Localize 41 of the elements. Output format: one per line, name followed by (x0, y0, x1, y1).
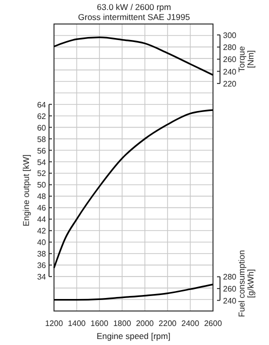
y-axis-title: Engine output [kW] (21, 154, 31, 226)
y2-tick-label: 220 (223, 79, 237, 88)
y2-tick-label: 260 (223, 55, 237, 64)
y2-tick-label: 240 (223, 67, 237, 76)
y-tick-label: 40 (37, 238, 47, 248)
y2-axis-title: Torque [Nm] (236, 46, 256, 72)
y-tick-label: 42 (37, 226, 47, 236)
x-tick-label: 2400 (181, 319, 200, 328)
x-tick-label: 2600 (204, 319, 222, 328)
y-tick-label: 34 (37, 272, 47, 282)
y-tick-label: 38 (37, 250, 47, 259)
y-tick-label: 36 (37, 261, 47, 270)
y3-tick-label: 240 (223, 296, 237, 306)
x-tick-label: 2200 (158, 319, 178, 328)
y-tick-label: 58 (37, 134, 47, 144)
y-tick-label: 62 (37, 112, 47, 121)
y3-tick-label: 280 (223, 272, 237, 282)
y3-axis-title: Fuel consumption [g/kWh] (236, 250, 256, 318)
y-tick-label: 48 (37, 192, 47, 202)
x-tick-label: 2000 (136, 319, 154, 328)
chart-subtitle: Gross intermittent SAE J1995 (78, 12, 190, 22)
x-tick-label: 1400 (68, 319, 86, 328)
line-series (53, 36, 214, 76)
x-tick-label: 1600 (90, 319, 109, 328)
y-tick-label: 64 (37, 100, 47, 110)
y-tick-label: 44 (37, 215, 47, 224)
x-tick-label: 1200 (45, 319, 64, 328)
line-series (53, 284, 214, 301)
y-tick-label: 54 (37, 158, 47, 167)
line-series (53, 109, 214, 269)
x-tick-label: 1800 (113, 319, 132, 328)
y2-tick-label: 300 (223, 30, 237, 40)
y-tick-label: 56 (37, 146, 47, 156)
y2-tick-label: 280 (223, 43, 237, 52)
y3-tick-label: 260 (223, 284, 237, 294)
y-tick-label: 50 (37, 180, 47, 190)
x-axis-title: Engine speed [rpm] (96, 331, 170, 341)
y-tick-label: 52 (37, 169, 47, 178)
chart-title: 63.0 kW / 2600 rpm (96, 2, 172, 12)
y-tick-label: 46 (37, 204, 47, 213)
y-tick-label: 60 (37, 123, 47, 132)
